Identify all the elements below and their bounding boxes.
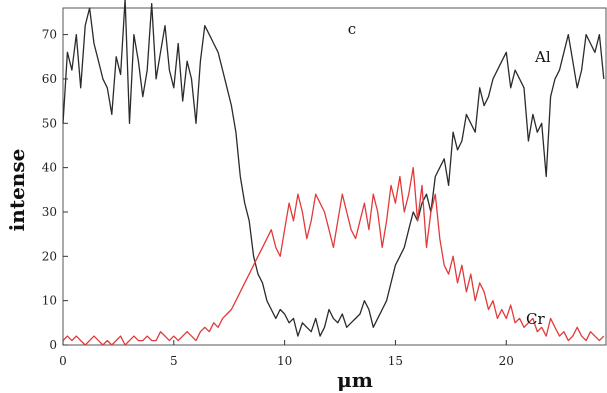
series-line-al [62, 0, 605, 337]
x-tick-label: 20 [499, 354, 514, 368]
panel-annotation: c [348, 20, 356, 38]
x-axis-title: μm [337, 368, 373, 392]
x-tick-label: 0 [59, 354, 67, 368]
plot-frame [62, 7, 607, 346]
y-tick-label: 20 [42, 249, 57, 263]
y-tick-label: 60 [42, 72, 57, 86]
y-tick-label: 10 [42, 294, 57, 308]
y-tick-label: 40 [42, 161, 57, 175]
y-tick-label: 70 [42, 28, 57, 42]
y-tick-label: 30 [42, 205, 57, 219]
series-label-al: Al [534, 48, 551, 66]
y-tick-label: 0 [49, 338, 57, 352]
y-axis-title: intense [5, 149, 29, 232]
x-tick-label: 5 [170, 354, 178, 368]
series-label-cr: Cr [526, 310, 545, 328]
series-line-cr [62, 166, 605, 346]
x-tick-label: 10 [277, 354, 292, 368]
y-tick-label: 50 [42, 116, 57, 130]
x-tick-label: 15 [388, 354, 403, 368]
